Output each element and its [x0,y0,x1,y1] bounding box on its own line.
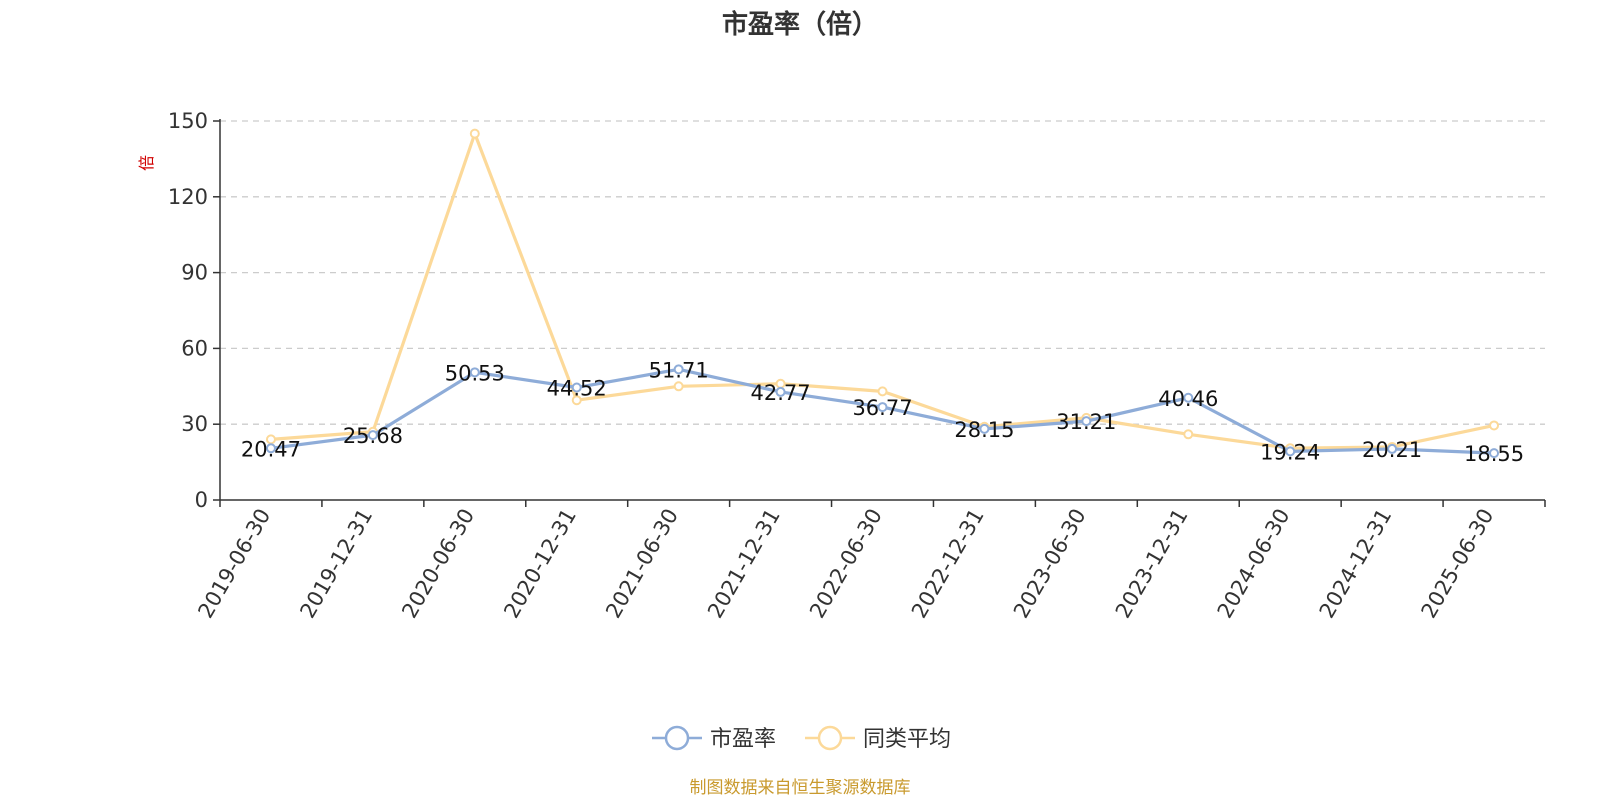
data-point[interactable] [1183,392,1194,403]
legend-label: 同类平均 [863,727,951,752]
data-label: 44.52 [547,377,607,401]
data-point[interactable] [1489,448,1500,459]
data-label: 31.21 [1056,410,1116,434]
data-label: 40.46 [1158,387,1218,411]
legend-item-0[interactable]: 市盈率 [652,725,776,752]
data-label: 18.55 [1464,442,1524,466]
data-label: 42.77 [751,381,811,405]
series-lines [265,128,1500,459]
x-tick-label: 2021-12-31 [703,505,785,623]
y-tick-label: 0 [195,488,208,512]
x-tick-label: 2019-12-31 [295,505,377,623]
y-tick-label: 30 [181,412,208,436]
data-point[interactable] [367,430,378,441]
x-tick-label: 2022-12-31 [907,505,989,623]
legend[interactable]: 市盈率 同类平均 [652,725,951,752]
data-point[interactable] [265,443,276,454]
data-point[interactable] [979,423,990,434]
data-point[interactable] [673,381,684,392]
y-axis-unit: 倍 [137,155,156,171]
chart-title: 市盈率（倍） [722,9,878,40]
data-label: 28.15 [954,418,1014,442]
y-tick-label: 120 [168,185,208,209]
data-label: 20.21 [1362,438,1422,462]
data-label: 51.71 [649,358,709,382]
x-tick-label: 2023-12-31 [1111,505,1193,623]
x-tick-label: 2020-12-31 [499,505,581,623]
x-tick-label: 2019-06-30 [193,505,275,623]
data-point[interactable] [469,367,480,378]
legend-label: 市盈率 [710,727,776,752]
source-note: 制图数据来自恒生聚源数据库 [690,778,911,798]
data-label: 20.47 [241,437,301,461]
legend-marker-icon [817,725,843,751]
data-label: 36.77 [852,396,912,420]
x-tick-label: 2022-06-30 [805,505,887,623]
data-point[interactable] [673,364,684,375]
y-tick-label: 60 [181,336,208,360]
data-point[interactable] [1387,443,1398,454]
data-labels: 20.47 25.68 50.53 44.52 51.71 42.77 36.77 28.15… [241,358,1524,466]
data-point[interactable] [1285,446,1296,457]
grid-lines [220,120,1545,425]
data-point[interactable] [1081,416,1092,427]
data-point[interactable] [1489,420,1500,431]
data-label: 50.53 [445,361,505,385]
legend-item-1[interactable]: 同类平均 [805,725,951,752]
x-tick-label: 2024-12-31 [1315,505,1397,623]
y-tick-label: 90 [181,261,208,285]
x-tick-label: 2025-06-30 [1417,505,1499,623]
data-point[interactable] [571,395,582,406]
data-point[interactable] [877,402,888,413]
legend-marker-icon [664,725,690,751]
data-point[interactable] [775,386,786,397]
x-tick-label: 2023-06-30 [1009,505,1091,623]
data-label: 19.24 [1260,440,1320,464]
x-tick-label: 2021-06-30 [601,505,683,623]
y-tick-label: 150 [168,109,208,133]
data-point[interactable] [469,128,480,139]
data-point[interactable] [571,382,582,393]
x-tick-label: 2024-06-30 [1213,505,1295,623]
axes: 0 30 60 90 120 150 2019-06-30 2019-12-31 2020-06… [168,109,1546,623]
data-label: 25.68 [343,424,403,448]
data-point[interactable] [1183,429,1194,440]
x-tick-label: 2020-06-30 [397,505,479,623]
data-point[interactable] [877,386,888,397]
